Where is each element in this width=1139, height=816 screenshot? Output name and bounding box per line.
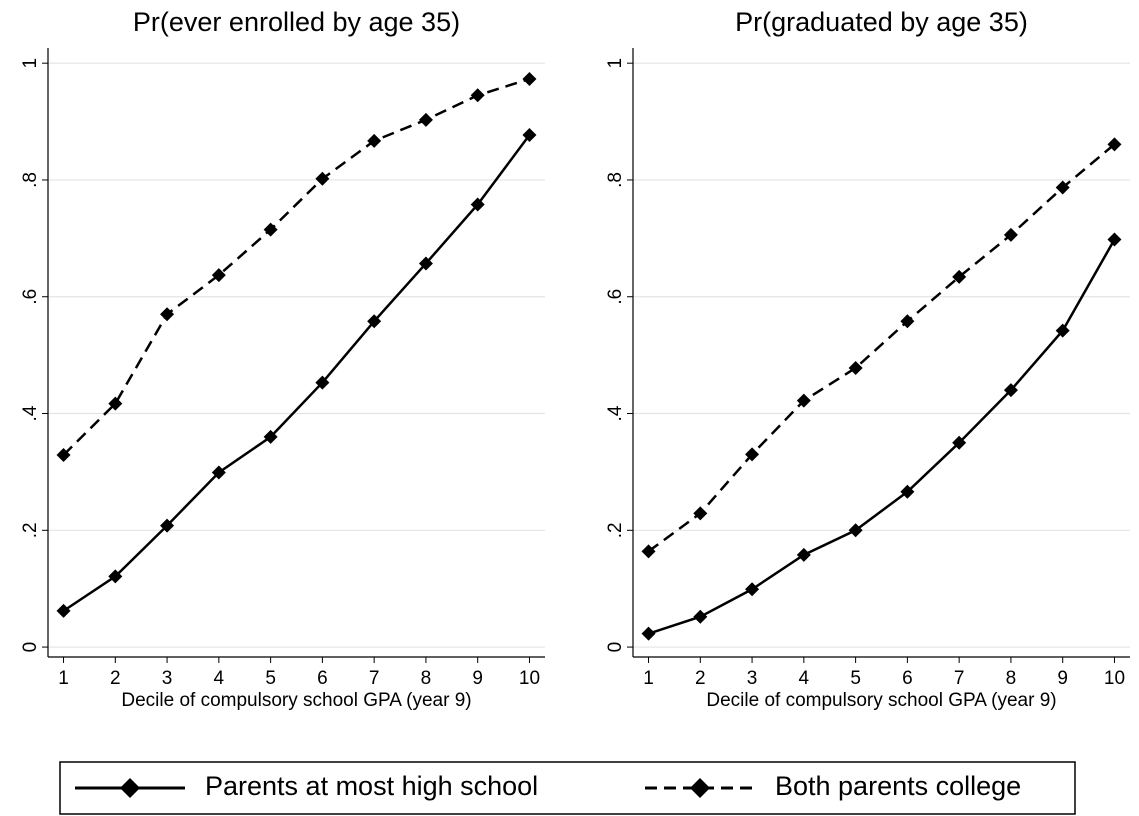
point-marker [900, 484, 915, 499]
point-marker [263, 222, 278, 237]
point-marker [56, 447, 71, 462]
y-tick-label: .2 [20, 522, 41, 538]
chart-title: Pr(graduated by age 35) [735, 7, 1028, 37]
y-tick-label: 0 [20, 642, 41, 653]
point-marker [1055, 323, 1070, 338]
point-marker [211, 465, 226, 480]
x-tick-label: 3 [747, 668, 758, 689]
point-marker [796, 547, 811, 562]
x-axis-title: Decile of compulsory school GPA (year 9) [121, 690, 471, 711]
x-tick-label: 3 [162, 668, 173, 689]
point-marker [1055, 180, 1070, 195]
point-marker [315, 171, 330, 186]
point-marker [522, 71, 537, 86]
point-marker [367, 133, 382, 148]
point-marker [641, 544, 656, 559]
series-line [647, 143, 1116, 553]
point-marker [900, 314, 915, 329]
x-tick-label: 9 [1057, 668, 1068, 689]
series-line [62, 77, 530, 456]
x-tick-label: 9 [472, 668, 483, 689]
point-marker [108, 569, 123, 584]
legend-label: Both parents college [775, 771, 1021, 801]
point-marker [848, 523, 863, 538]
x-axis-title: Decile of compulsory school GPA (year 9) [706, 690, 1056, 711]
point-marker [263, 429, 278, 444]
y-tick-label: .8 [20, 172, 41, 188]
point-marker [418, 256, 433, 271]
y-tick-label: 0 [605, 642, 626, 653]
point-marker [470, 88, 485, 103]
y-tick-label: 1 [605, 58, 626, 69]
x-tick-label: 2 [695, 668, 706, 689]
chart-title: Pr(ever enrolled by age 35) [133, 7, 460, 37]
x-tick-label: 6 [902, 668, 913, 689]
y-tick-label: .6 [605, 289, 626, 305]
legend-box [59, 761, 1076, 815]
point-marker [745, 582, 760, 597]
point-marker [470, 197, 485, 212]
x-tick-label: 5 [265, 668, 276, 689]
point-marker [367, 314, 382, 329]
point-marker [952, 269, 967, 284]
x-tick-label: 10 [519, 668, 540, 689]
x-tick-label: 5 [850, 668, 861, 689]
legend-marker [120, 778, 140, 798]
legend-label: Parents at most high school [205, 771, 538, 801]
x-tick-label: 1 [58, 668, 69, 689]
x-tick-label: 1 [643, 668, 654, 689]
series-line [62, 134, 531, 612]
x-tick-label: 4 [214, 668, 225, 689]
point-marker [693, 609, 708, 624]
point-marker [693, 506, 708, 521]
x-tick-label: 4 [799, 668, 810, 689]
x-tick-label: 10 [1104, 668, 1125, 689]
point-marker [160, 307, 175, 322]
y-tick-label: .4 [20, 405, 41, 421]
point-marker [1003, 383, 1018, 398]
point-marker [160, 518, 175, 533]
point-marker [641, 626, 656, 641]
y-tick-label: 1 [20, 58, 41, 69]
y-tick-label: .4 [605, 405, 626, 421]
x-tick-label: 2 [110, 668, 121, 689]
y-tick-label: .2 [605, 522, 626, 538]
point-marker [522, 128, 537, 142]
point-marker [418, 112, 433, 127]
point-marker [1003, 227, 1018, 242]
point-marker [108, 396, 123, 411]
point-marker [848, 360, 863, 375]
x-tick-label: 6 [317, 668, 328, 689]
point-marker [1107, 137, 1122, 152]
x-tick-label: 8 [1006, 668, 1017, 689]
x-tick-label: 7 [954, 668, 965, 689]
x-tick-label: 8 [421, 668, 432, 689]
legend-marker [690, 778, 710, 798]
y-tick-label: .6 [20, 289, 41, 305]
point-marker [745, 447, 760, 462]
series-line [648, 238, 1116, 635]
point-marker [211, 268, 226, 283]
point-marker [796, 393, 811, 408]
point-marker [315, 375, 330, 390]
y-tick-label: .8 [605, 172, 626, 188]
x-tick-label: 7 [369, 668, 380, 689]
point-marker [1107, 232, 1122, 247]
point-marker [56, 603, 71, 618]
point-marker [952, 435, 967, 450]
